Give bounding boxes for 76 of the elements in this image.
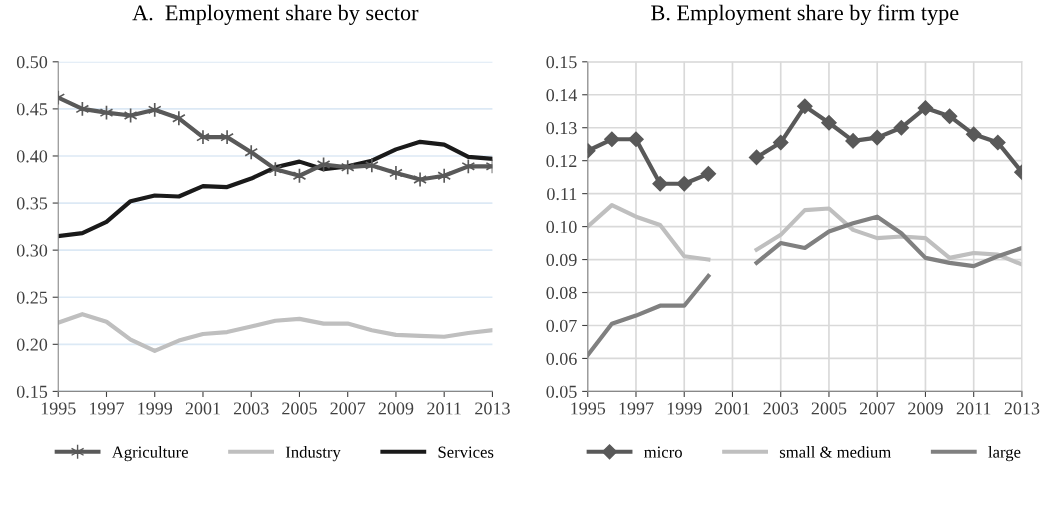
x-tick-label: 2005 — [282, 402, 317, 415]
x-tick-label: 2007 — [330, 402, 366, 415]
point — [821, 115, 837, 131]
point — [147, 102, 162, 118]
point — [244, 144, 259, 160]
y-tick-label: 0.35 — [16, 197, 48, 210]
point — [437, 167, 452, 184]
y-tick-label: 0.06 — [546, 352, 577, 365]
chart-title: A. Employment share by sector — [132, 4, 419, 25]
y-tick-label: 0.11 — [547, 187, 577, 201]
x-tick-label: 2013 — [475, 402, 510, 415]
point — [340, 159, 355, 176]
x-tick-label: 2013 — [1004, 402, 1040, 415]
point — [676, 176, 692, 192]
y-tick-label: 0.08 — [546, 286, 577, 300]
point — [220, 129, 234, 145]
x-tick-label: 1997 — [619, 402, 654, 415]
point — [965, 126, 982, 143]
y-tick-label: 0.50 — [16, 56, 48, 69]
x-tick-label: 2001 — [715, 402, 750, 415]
x-tick-label: 1995 — [41, 402, 76, 415]
y-tick-label: 0.20 — [16, 338, 48, 351]
x-tick-label: 2009 — [908, 402, 943, 415]
legend-label: large — [988, 446, 1021, 462]
x-tick-label: 2001 — [185, 402, 220, 415]
point — [845, 133, 861, 149]
point — [773, 134, 789, 151]
y-tick-label: 0.10 — [546, 220, 577, 234]
x-tick-label: 1997 — [90, 402, 125, 415]
y-tick-label: 0.15 — [16, 385, 48, 398]
x-tick-label: 1999 — [138, 402, 173, 415]
legend-label: Services — [438, 446, 494, 458]
x-tick-label: 2005 — [811, 402, 847, 415]
y-tick-label: 0.09 — [546, 253, 577, 267]
y-tick-label: 0.25 — [16, 291, 48, 304]
y-tick-label: 0.07 — [546, 319, 577, 332]
legend-label: small & medium — [779, 446, 892, 458]
point — [797, 98, 813, 115]
chart-title: B. Employment share by firm type — [651, 4, 959, 25]
line-series — [58, 312, 493, 353]
point — [917, 100, 934, 116]
x-tick-label: 1995 — [571, 402, 606, 415]
point — [172, 110, 186, 127]
x-tick-label: 2007 — [859, 402, 895, 415]
point — [700, 166, 717, 182]
x-tick-label: 1999 — [667, 402, 702, 415]
legend-label: Agriculture — [111, 446, 188, 462]
point — [604, 131, 620, 147]
y-tick-label: 0.05 — [546, 385, 577, 398]
x-tick-label: 2003 — [233, 402, 269, 415]
point — [893, 120, 910, 136]
x-tick-label: 2009 — [378, 402, 414, 415]
point — [941, 108, 958, 124]
point — [990, 134, 1006, 151]
point — [389, 165, 403, 181]
y-tick-label: 0.14 — [546, 89, 578, 102]
point — [461, 158, 476, 175]
x-tick-label: 2011 — [427, 402, 461, 415]
point — [413, 171, 427, 188]
y-tick-label: 0.45 — [16, 103, 48, 116]
x-tick-label: 2011 — [956, 402, 991, 415]
line-series — [58, 139, 493, 239]
legend-label: micro — [644, 446, 682, 458]
y-tick-label: 0.12 — [546, 154, 577, 168]
point — [628, 131, 644, 147]
y-tick-label: 0.40 — [16, 150, 48, 163]
y-tick-label: 0.30 — [16, 244, 48, 257]
point — [869, 129, 885, 146]
point — [364, 157, 379, 174]
x-tick-label: 2003 — [763, 402, 799, 415]
point — [652, 176, 668, 192]
y-tick-label: 0.13 — [546, 121, 577, 135]
point — [196, 129, 210, 145]
legend-label: Industry — [285, 446, 341, 462]
point — [748, 149, 765, 166]
y-tick-label: 0.15 — [546, 56, 577, 69]
